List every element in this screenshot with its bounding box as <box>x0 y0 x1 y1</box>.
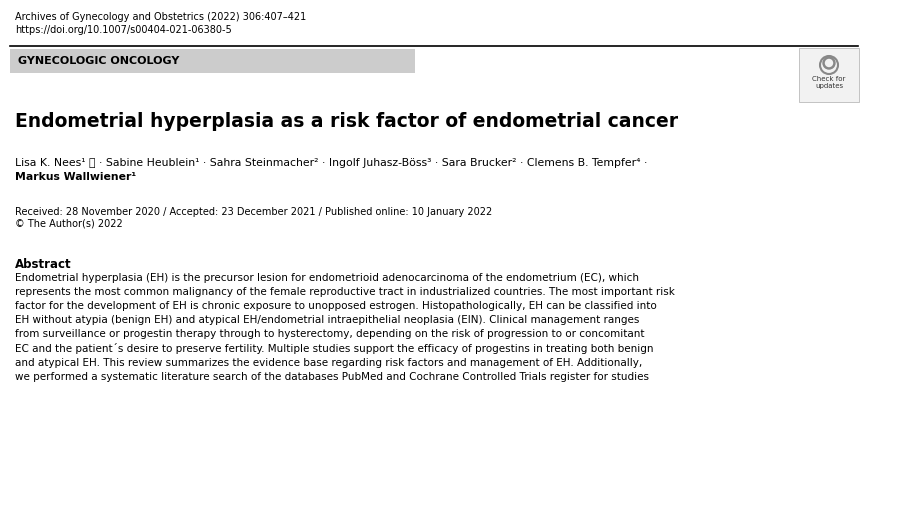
Text: https://doi.org/10.1007/s00404-021-06380-5: https://doi.org/10.1007/s00404-021-06380… <box>15 25 232 35</box>
Circle shape <box>823 57 835 69</box>
Text: Abstract: Abstract <box>15 258 72 271</box>
Text: © The Author(s) 2022: © The Author(s) 2022 <box>15 219 123 229</box>
Text: Check for: Check for <box>812 76 845 82</box>
Text: Received: 28 November 2020 / Accepted: 23 December 2021 / Published online: 10 J: Received: 28 November 2020 / Accepted: 2… <box>15 207 492 217</box>
Text: GYNECOLOGIC ONCOLOGY: GYNECOLOGIC ONCOLOGY <box>18 56 179 66</box>
Text: Endometrial hyperplasia as a risk factor of endometrial cancer: Endometrial hyperplasia as a risk factor… <box>15 112 678 131</box>
FancyBboxPatch shape <box>10 49 415 73</box>
FancyBboxPatch shape <box>799 48 859 102</box>
Text: Archives of Gynecology and Obstetrics (2022) 306:407–421: Archives of Gynecology and Obstetrics (2… <box>15 12 306 22</box>
Text: updates: updates <box>815 83 843 89</box>
Text: Lisa K. Nees¹ ⓘ · Sabine Heublein¹ · Sahra Steinmacher² · Ingolf Juhasz-Böss³ · : Lisa K. Nees¹ ⓘ · Sabine Heublein¹ · Sah… <box>15 158 648 168</box>
Text: Markus Wallwiener¹: Markus Wallwiener¹ <box>15 172 136 182</box>
Text: Endometrial hyperplasia (EH) is the precursor lesion for endometrioid adenocarci: Endometrial hyperplasia (EH) is the prec… <box>15 273 675 383</box>
Circle shape <box>825 59 833 67</box>
